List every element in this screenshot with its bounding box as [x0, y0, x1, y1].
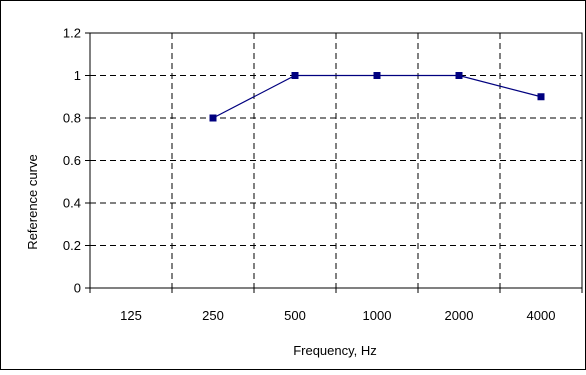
- gridlines: [90, 33, 582, 288]
- x-tick-label: 1000: [363, 308, 392, 323]
- data-point-marker: [455, 72, 463, 79]
- x-tick-label: 250: [202, 308, 224, 323]
- y-tick-label: 0.6: [63, 153, 81, 168]
- x-tick-label: 4000: [527, 308, 556, 323]
- series: [209, 72, 545, 122]
- y-tick-label: 0: [74, 281, 81, 296]
- x-axis-title: Frequency, Hz: [293, 343, 377, 358]
- y-axis-title: Reference curve: [25, 154, 40, 249]
- data-point-marker: [537, 93, 545, 101]
- data-point-marker: [373, 72, 381, 79]
- y-tick-label: 1.2: [63, 26, 81, 41]
- data-point-marker: [291, 72, 299, 79]
- x-tick-label: 125: [120, 308, 142, 323]
- y-tick-label: 1: [74, 68, 81, 83]
- y-tick-label: 0.2: [63, 238, 81, 253]
- axes: 0 0.2 0.4 0.6 0.8 1 1.2 125 250 500 1000 2000 4000: [63, 26, 583, 323]
- x-tick-label: 500: [284, 308, 306, 323]
- y-tick-label: 0.4: [63, 196, 81, 211]
- y-tick-label: 0.8: [63, 111, 81, 126]
- x-tick-label: 2000: [445, 308, 474, 323]
- data-point-marker: [209, 114, 217, 122]
